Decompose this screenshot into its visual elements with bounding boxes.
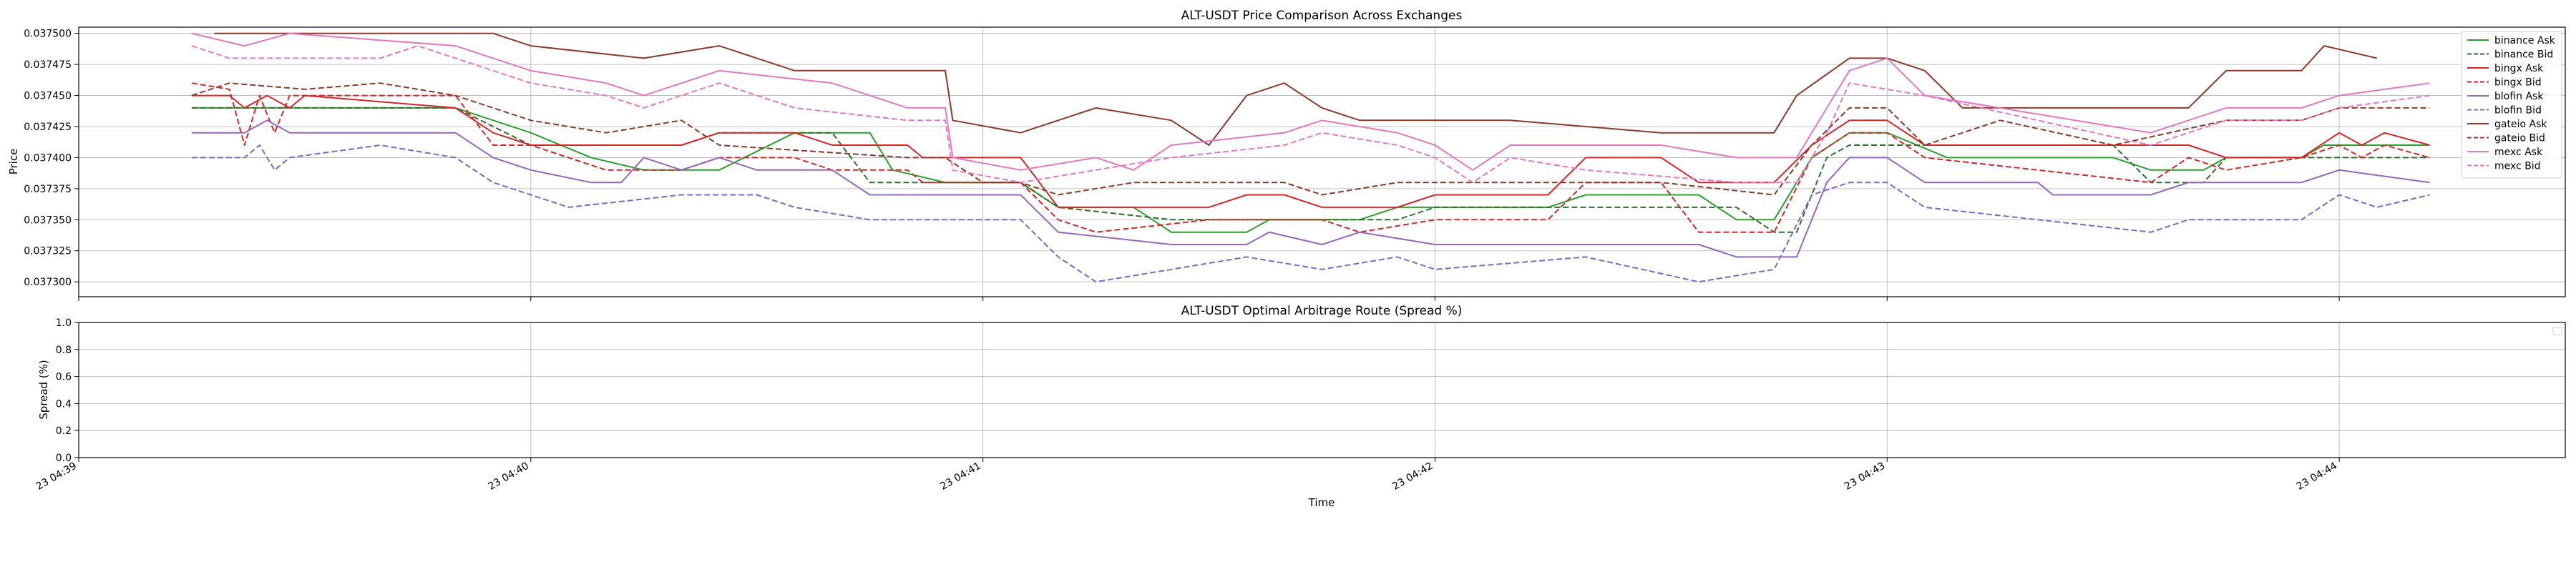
legend-label: mexc Bid xyxy=(2494,161,2541,172)
legend-label: bingx Ask xyxy=(2494,63,2544,74)
spread-chart-frame xyxy=(78,322,2566,458)
series-line-bingx-ask xyxy=(192,94,2430,208)
price-chart-title: ALT-USDT Price Comparison Across Exchang… xyxy=(1181,9,1463,23)
series-line-bingx-bid xyxy=(191,82,2430,233)
legend-label: blofin Ask xyxy=(2494,91,2544,102)
spread-chart-title: ALT-USDT Optimal Arbitrage Route (Spread… xyxy=(1181,304,1463,318)
spread-chart-ticks: 0.0 0.2 0.4 0.6 0.8 1.0 23 04:39 23 04:40 23 04:… xyxy=(34,317,2340,493)
legend-label: gateio Ask xyxy=(2494,119,2547,130)
spread-y-tick-label: 0.2 xyxy=(56,425,72,437)
legend-label: binance Ask xyxy=(2494,35,2556,46)
legend-label: mexc Ask xyxy=(2494,147,2543,158)
spread-chart-grid xyxy=(78,322,2565,458)
spread-y-tick-label: 0.8 xyxy=(56,345,72,356)
price-y-tick-label: 0.037400 xyxy=(24,152,72,164)
price-y-tick-label: 0.037375 xyxy=(24,184,72,195)
spread-y-tick-label: 0.0 xyxy=(56,453,72,464)
legend-label: gateio Bid xyxy=(2494,133,2545,144)
legend-label: binance Bid xyxy=(2494,49,2553,61)
price-y-tick-label: 0.037325 xyxy=(24,246,72,257)
series-line-mexc-ask xyxy=(191,32,2430,171)
spread-x-tick-label: 23 04:43 xyxy=(1843,460,1887,493)
spread-x-tick-label: 23 04:41 xyxy=(938,460,982,493)
series-line-mexc-bid xyxy=(191,45,2430,184)
price-chart-grid xyxy=(78,27,2565,297)
price-chart: 0.037300 0.037325 0.037350 0.037375 0.037400… xyxy=(7,26,2566,301)
price-y-tick-label: 0.037500 xyxy=(24,29,72,40)
price-y-tick-label: 0.037475 xyxy=(24,59,72,71)
spread-chart-legend xyxy=(2552,327,2562,335)
spread-y-tick-label: 0.6 xyxy=(56,372,72,383)
spread-x-tick-label: 23 04:42 xyxy=(1390,460,1435,493)
price-y-tick-label: 0.037425 xyxy=(24,122,72,133)
spread-y-tick-label: 1.0 xyxy=(56,317,72,329)
price-chart-ylabel: Price xyxy=(7,149,20,175)
legend-label: bingx Bid xyxy=(2494,77,2542,89)
spread-chart-xlabel: Time xyxy=(1308,496,1335,509)
price-chart-legend: binance Ask binance Bid bingx Ask bingx Bid… xyxy=(2461,31,2562,179)
series-line-gateio-bid xyxy=(191,82,2430,196)
price-chart-ticks: 0.037300 0.037325 0.037350 0.037375 0.037400… xyxy=(24,29,2340,301)
price-y-tick-label: 0.037300 xyxy=(24,277,72,288)
price-y-tick-label: 0.037450 xyxy=(24,91,72,102)
spread-x-tick-label: 23 04:39 xyxy=(34,460,79,493)
legend-label: blofin Bid xyxy=(2494,105,2542,117)
price-chart-frame xyxy=(78,26,2566,297)
spread-chart-ylabel: Spread (%) xyxy=(37,360,50,420)
spread-x-tick-label: 23 04:40 xyxy=(487,460,531,493)
price-y-tick-label: 0.037350 xyxy=(24,214,72,226)
spread-x-tick-label: 23 04:44 xyxy=(2295,460,2339,493)
series-line-blofin-bid xyxy=(192,144,2430,283)
series-line-blofin-ask xyxy=(192,119,2430,258)
spread-chart: 0.0 0.2 0.4 0.6 0.8 1.0 23 04:39 23 04:40 23 04:… xyxy=(34,317,2566,509)
price-chart-series xyxy=(191,32,2430,283)
spread-y-tick-label: 0.4 xyxy=(56,398,72,410)
